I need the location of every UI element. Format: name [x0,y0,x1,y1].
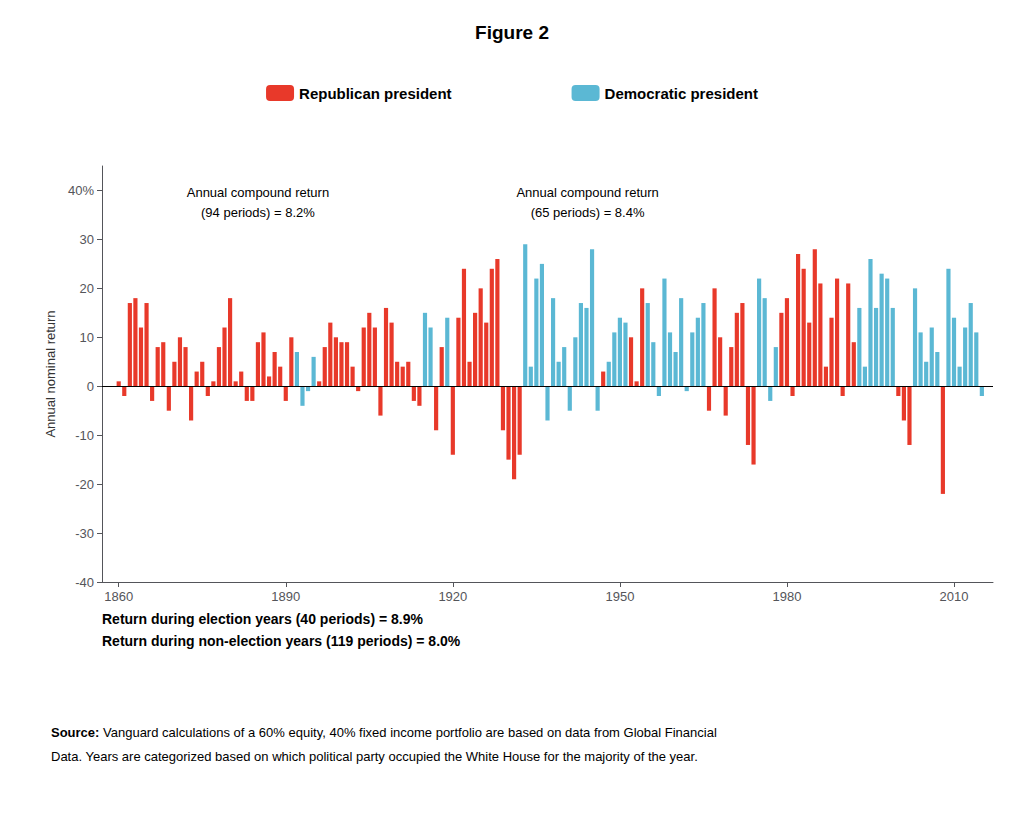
svg-text:Republican president: Republican president [299,85,452,102]
svg-text:(65 periods) = 8.4%: (65 periods) = 8.4% [531,205,645,220]
svg-text:40%: 40% [68,183,94,198]
svg-text:-10: -10 [75,428,94,443]
svg-text:(94 periods) = 8.2%: (94 periods) = 8.2% [201,205,315,220]
svg-text:1980: 1980 [772,589,801,604]
svg-text:Vanguard calculations of a 60%: Vanguard calculations of a 60% equity, 4… [99,725,716,740]
svg-text:30: 30 [80,232,94,247]
svg-text:Source:: Source: [51,725,99,740]
svg-text:20: 20 [80,281,94,296]
svg-text:-30: -30 [75,526,94,541]
svg-text:-20: -20 [75,477,94,492]
svg-text:Figure 2: Figure 2 [475,22,549,43]
svg-text:1920: 1920 [438,589,467,604]
svg-text:1890: 1890 [271,589,300,604]
svg-text:0: 0 [87,379,94,394]
svg-text:1860: 1860 [104,589,133,604]
svg-text:Annual compound return: Annual compound return [516,185,658,200]
svg-text:Return during non-election yea: Return during non-election years (119 pe… [102,633,461,649]
svg-text:2010: 2010 [940,589,969,604]
svg-text:Data. Years are categorized ba: Data. Years are categorized based on whi… [51,749,698,764]
svg-text:Democratic president: Democratic president [605,85,758,102]
svg-text:Return during election years (: Return during election years (40 periods… [102,611,423,627]
svg-text:1950: 1950 [605,589,634,604]
svg-text:Annual nominal return: Annual nominal return [43,310,58,437]
svg-text:-40: -40 [75,575,94,590]
svg-text:Annual compound return: Annual compound return [187,185,329,200]
svg-text:10: 10 [80,330,94,345]
